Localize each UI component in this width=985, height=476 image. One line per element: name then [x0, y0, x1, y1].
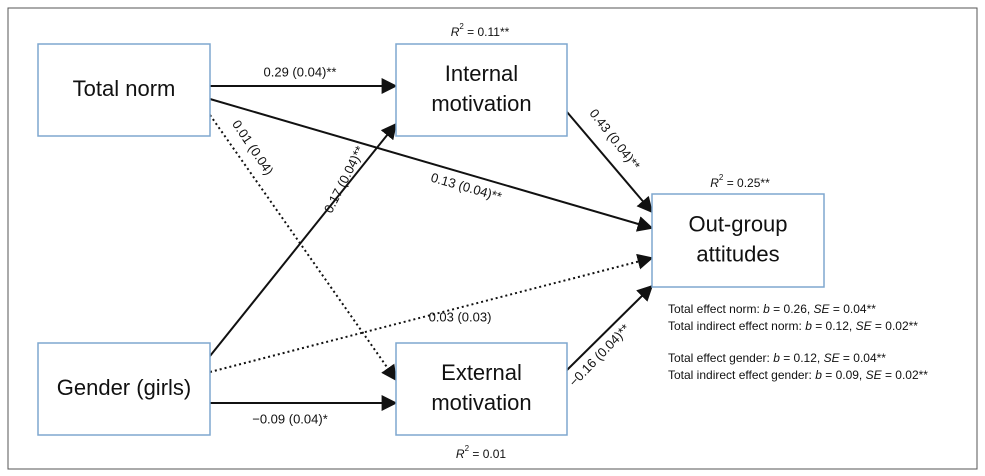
note-part: Total indirect effect gender:	[668, 368, 815, 382]
edge-label: 0.43 (0.04)**	[586, 106, 643, 173]
edge-arrow	[566, 284, 654, 371]
effect-note: Total indirect effect norm: b = 0.12, SE…	[668, 319, 918, 333]
r-symbol: R	[451, 25, 460, 39]
note-part: = 0.02**	[872, 319, 919, 333]
node-box	[37, 342, 211, 436]
edge-label: 0.13 (0.04)**	[429, 170, 503, 205]
node-box	[395, 43, 568, 137]
note-part: b	[763, 302, 770, 316]
r-squared: R2 = 0.11**	[451, 22, 510, 39]
node-box	[37, 43, 211, 137]
effect-note: Total effect gender: b = 0.12, SE = 0.04…	[668, 351, 886, 365]
edge-arrow	[209, 98, 654, 232]
effect-note: Total indirect effect gender: b = 0.09, …	[668, 368, 928, 382]
effect-note: Total effect norm: b = 0.26, SE = 0.04**	[668, 302, 876, 316]
edge-label: 0.03 (0.03)	[429, 309, 492, 324]
superscript: 2	[459, 22, 464, 31]
edge-label: −0.16 (0.04)**	[566, 321, 633, 389]
note-part: = 0.09,	[822, 368, 866, 382]
edge-arrow	[209, 253, 654, 373]
r-squared: R2 = 0.25**	[710, 173, 770, 190]
r-value: = 0.11**	[464, 25, 510, 39]
note-part: = 0.04**	[830, 302, 877, 316]
note-part: Total effect gender:	[668, 351, 773, 365]
frame	[7, 7, 978, 470]
note-part: = 0.02**	[882, 368, 929, 382]
node-box	[395, 342, 568, 436]
note-part: SE	[856, 319, 873, 333]
node-label: Out-group	[688, 211, 787, 236]
note-part: = 0.04**	[840, 351, 887, 365]
node-label: motivation	[431, 390, 531, 415]
edge-arrow	[566, 111, 654, 214]
node-label: Total norm	[73, 76, 176, 101]
edge-label: −0.09 (0.04)*	[252, 411, 328, 426]
note-part: = 0.12,	[780, 351, 824, 365]
node-label: motivation	[431, 91, 531, 116]
r-symbol: R	[710, 176, 719, 190]
note-part: SE	[824, 351, 841, 365]
note-part: b	[773, 351, 780, 365]
note-part: b	[805, 319, 812, 333]
node-label: External	[441, 360, 522, 385]
node-label: Internal	[445, 61, 518, 86]
r-value: = 0.01	[469, 447, 506, 461]
note-part: Total indirect effect norm:	[668, 319, 805, 333]
superscript: 2	[719, 173, 724, 182]
note-part: SE	[814, 302, 831, 316]
r-squared: R2 = 0.01	[456, 444, 506, 461]
edge-label: 0.29 (0.04)**	[264, 64, 337, 79]
node-label: attitudes	[696, 241, 779, 266]
node-label: Gender (girls)	[57, 375, 191, 400]
edge-arrow	[209, 122, 398, 357]
r-value: = 0.25**	[723, 176, 770, 190]
superscript: 2	[465, 444, 470, 453]
note-part: = 0.12,	[812, 319, 856, 333]
note-part: b	[815, 368, 822, 382]
r-symbol: R	[456, 447, 465, 461]
edge-label: 0.01 (0.04)	[229, 117, 277, 178]
note-part: Total effect norm:	[668, 302, 763, 316]
note-part: SE	[866, 368, 883, 382]
edge-label: 0.17 (0.04)**	[321, 144, 368, 216]
note-part: = 0.26,	[770, 302, 814, 316]
node-box	[651, 193, 825, 288]
edge-arrow	[209, 114, 397, 382]
